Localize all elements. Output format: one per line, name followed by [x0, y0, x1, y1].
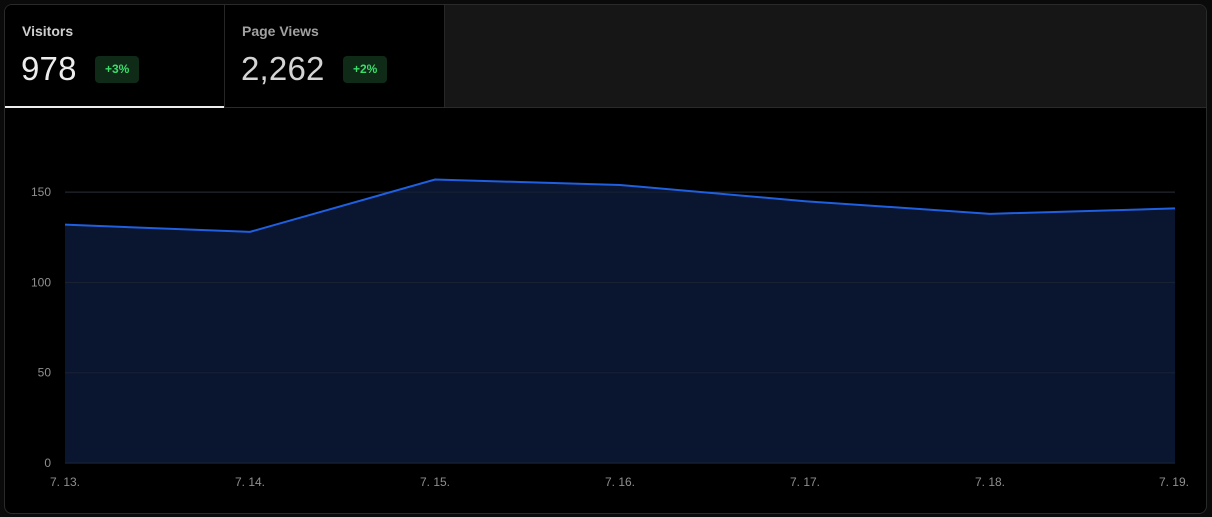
metric-tabs: Visitors 978 +3% Page Views 2,262 +2% — [5, 5, 1206, 108]
visitors-delta-badge: +3% — [95, 56, 140, 83]
y-tick-label: 50 — [38, 366, 52, 380]
tab-visitors-value: 978 — [21, 50, 77, 87]
data-point[interactable] — [987, 211, 993, 217]
x-tick-label: 7. 18. — [975, 475, 1005, 489]
data-point[interactable] — [247, 229, 253, 235]
x-tick-label: 7. 15. — [420, 475, 450, 489]
x-axis: 7. 13. 7. 14. 7. 15. 7. 16. 7. 17. 7. 18. 7. 1… — [50, 475, 1189, 489]
tab-page-views-label: Page Views — [242, 23, 319, 39]
series-line — [64, 178, 1176, 233]
visitors-area-chart: 0 50 100 150 7. 13. 7. 14. 7. 15. 7. 16. 7. 17.… — [31, 177, 1189, 489]
data-point[interactable] — [62, 222, 68, 228]
chart-area: 0 50 100 150 7. 13. 7. 14. 7. 15. 7. 16. 7. 17.… — [5, 108, 1206, 513]
series-area-fill — [65, 179, 1175, 463]
analytics-panel: Visitors 978 +3% Page Views 2,262 +2% 0 5… — [4, 4, 1207, 514]
data-point[interactable] — [1172, 205, 1178, 211]
data-point[interactable] — [617, 182, 623, 188]
y-tick-label: 150 — [31, 185, 51, 199]
data-point[interactable] — [802, 198, 808, 204]
page-views-delta-badge: +2% — [343, 56, 388, 83]
tab-page-views[interactable]: Page Views 2,262 +2% — [225, 5, 445, 107]
tab-page-views-value: 2,262 — [241, 50, 325, 87]
tab-visitors[interactable]: Visitors 978 +3% — [5, 5, 225, 108]
x-tick-label: 7. 14. — [235, 475, 265, 489]
x-tick-label: 7. 16. — [605, 475, 635, 489]
x-tick-label: 7. 13. — [50, 475, 80, 489]
y-axis: 0 50 100 150 — [31, 185, 51, 470]
y-tick-label: 0 — [44, 456, 51, 470]
data-point[interactable] — [432, 177, 438, 183]
tab-visitors-label: Visitors — [22, 23, 74, 39]
x-tick-label: 7. 17. — [790, 475, 820, 489]
area-layer — [62, 177, 1178, 464]
x-tick-label: 7. 19. — [1159, 475, 1189, 489]
y-tick-label: 100 — [31, 275, 51, 289]
